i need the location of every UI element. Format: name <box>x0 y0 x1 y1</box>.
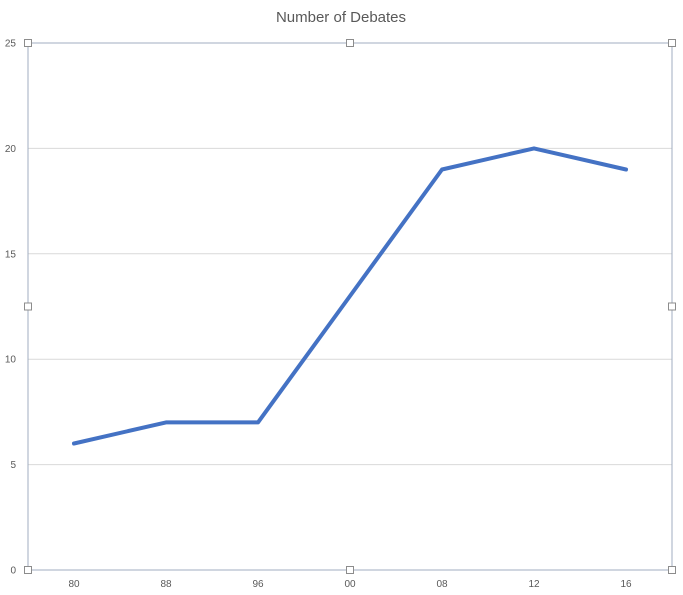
x-axis-ticks: 80 88 96 00 08 12 16 <box>68 579 632 590</box>
resize-handle[interactable] <box>668 566 676 574</box>
x-tick-label: 96 <box>252 579 264 590</box>
y-tick-label: 20 <box>5 144 17 155</box>
chart-area-frame[interactable] <box>27 42 673 571</box>
resize-handle[interactable] <box>346 39 354 47</box>
y-axis-ticks: 0 5 10 15 20 25 <box>5 39 17 577</box>
resize-handle[interactable] <box>668 39 676 47</box>
x-tick-label: 16 <box>620 579 632 590</box>
series-line[interactable] <box>72 146 628 446</box>
resize-handle[interactable] <box>668 302 676 311</box>
y-tick-label: 15 <box>5 249 17 260</box>
y-tick-label: 10 <box>5 355 17 366</box>
y-tick-label: 0 <box>10 566 16 577</box>
y-tick-label: 5 <box>10 460 16 471</box>
x-tick-label: 12 <box>528 579 540 590</box>
x-tick-label: 88 <box>160 579 172 590</box>
x-tick-label: 80 <box>68 579 80 590</box>
chart-title: Number of Debates <box>276 9 406 26</box>
resize-handle[interactable] <box>24 566 32 574</box>
resize-handle[interactable] <box>346 566 354 574</box>
x-tick-label: 08 <box>436 579 448 590</box>
gridlines <box>28 147 672 466</box>
resize-handle[interactable] <box>24 302 32 311</box>
series-layer <box>72 146 628 446</box>
resize-handle[interactable] <box>24 39 32 47</box>
y-tick-label: 25 <box>5 39 17 50</box>
selection-handles[interactable] <box>24 39 676 574</box>
x-tick-label: 00 <box>344 579 356 590</box>
